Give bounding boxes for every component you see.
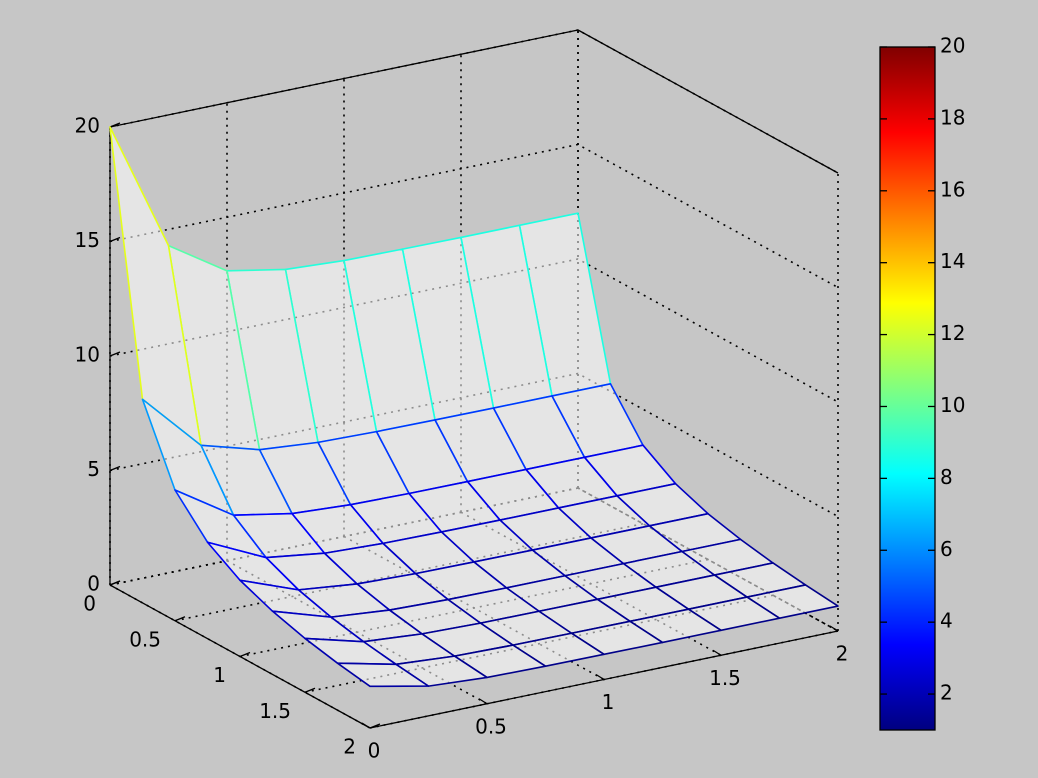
- colorbar-tick-label: 6: [940, 537, 953, 561]
- colorbar-tick-label: 16: [940, 177, 965, 201]
- x-tick-label: 2: [343, 735, 356, 759]
- x-tick-label: 1: [213, 663, 226, 687]
- colorbar-tick-label: 2: [940, 681, 953, 705]
- colorbar: [879, 46, 936, 731]
- tick-mark: [239, 651, 251, 658]
- axis-line: [109, 584, 371, 729]
- tick-mark: [109, 465, 121, 472]
- z-tick-label: 5: [87, 457, 100, 481]
- axis-line: [369, 630, 839, 729]
- tick-mark: [174, 616, 186, 622]
- tick-mark: [109, 122, 121, 128]
- colorbar-tick-label: 4: [940, 609, 953, 633]
- tick-mark: [595, 673, 605, 681]
- tick-mark: [304, 687, 316, 693]
- z-tick-label: 10: [75, 343, 100, 367]
- tick-mark: [109, 351, 121, 357]
- y-tick-label: 0.5: [475, 714, 507, 738]
- y-tick-label: 1: [602, 690, 615, 714]
- box-edge: [577, 29, 839, 174]
- colorbar-tick-label: 10: [940, 393, 965, 417]
- colorbar-tick-label: 8: [940, 465, 953, 489]
- grid-line: [109, 29, 839, 174]
- tick-mark: [712, 649, 722, 656]
- tick-mark: [829, 625, 839, 632]
- colorbar-tick-label: 12: [940, 321, 965, 345]
- y-tick-label: 1.5: [709, 666, 741, 690]
- x-tick-label: 1.5: [259, 699, 291, 723]
- tick-mark: [478, 698, 488, 705]
- tick-mark: [109, 236, 121, 243]
- z-tick-label: 20: [75, 114, 100, 138]
- colorbar-tick-label: 14: [940, 249, 965, 273]
- x-tick-label: 0: [83, 592, 96, 616]
- colorbar-tick-label: 20: [940, 34, 965, 58]
- x-tick-label: 0.5: [129, 627, 161, 651]
- tick-mark: [109, 580, 121, 586]
- y-tick-label: 2: [836, 642, 849, 666]
- y-tick-label: 0: [368, 739, 381, 763]
- z-tick-label: 0: [87, 572, 100, 596]
- z-tick-label: 15: [75, 228, 100, 252]
- colorbar-tick-label: 18: [940, 105, 965, 129]
- mesh-cell: [336, 662, 430, 688]
